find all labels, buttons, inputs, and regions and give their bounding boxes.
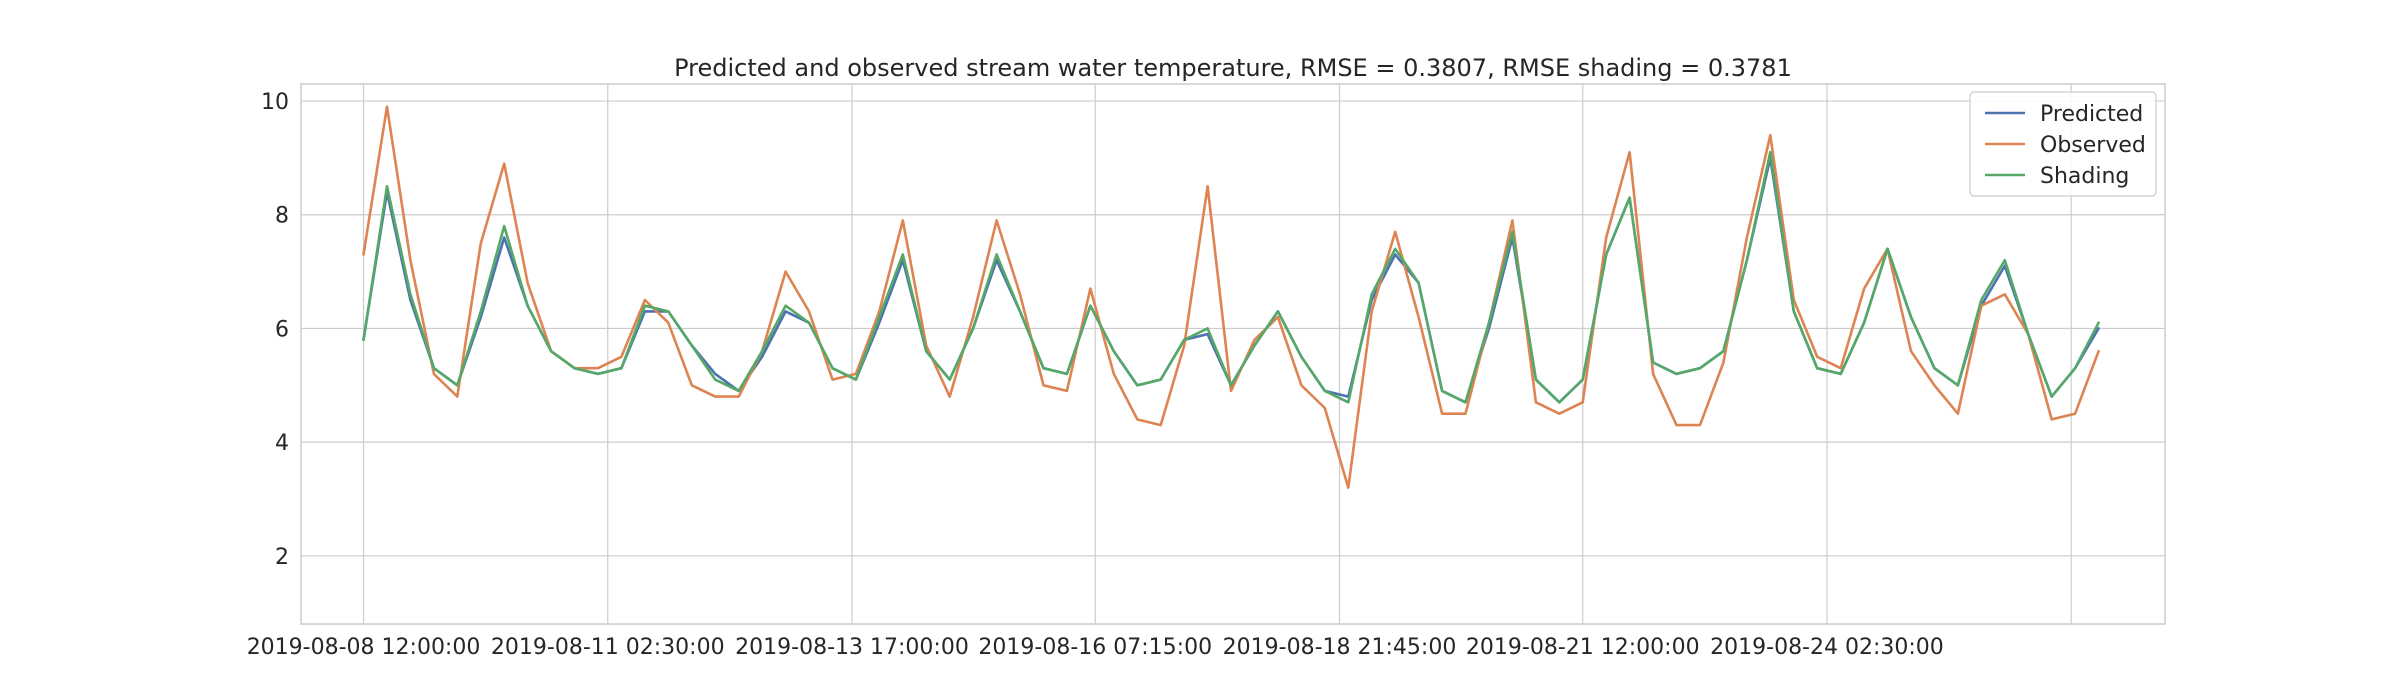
series-layer [362, 105, 2100, 489]
y-axis-ticks: 2 4 6 8 10 [261, 90, 289, 570]
x-tick-label: 2019-08-08 12:00:00 [247, 635, 481, 660]
chart-title: Predicted and observed stream water temp… [674, 54, 1792, 82]
legend-label: Observed [2040, 133, 2146, 158]
legend: Predicted Observed Shading [1969, 91, 2157, 197]
x-axis-ticks: 2019-08-08 12:00:00 2019-08-11 02:30:00 20… [247, 635, 1944, 660]
series-line-shading [362, 150, 2100, 404]
plot-area [300, 83, 2166, 625]
grid-lines [301, 84, 2165, 624]
x-tick-label: 2019-08-13 17:00:00 [735, 635, 969, 660]
x-tick-label: 2019-08-21 12:00:00 [1466, 635, 1700, 660]
legend-label: Predicted [2040, 102, 2143, 127]
x-tick-label: 2019-08-18 21:45:00 [1223, 635, 1457, 660]
y-tick-label: 10 [261, 90, 289, 115]
y-tick-label: 6 [275, 317, 289, 342]
legend-items: Predicted Observed Shading [1985, 102, 2146, 189]
x-tick-label: 2019-08-16 07:15:00 [978, 635, 1212, 660]
x-tick-label: 2019-08-24 02:30:00 [1710, 635, 1944, 660]
legend-label: Shading [2040, 164, 2129, 189]
y-tick-label: 4 [275, 431, 289, 456]
y-tick-label: 2 [275, 545, 289, 570]
y-tick-label: 8 [275, 204, 289, 229]
x-tick-label: 2019-08-11 02:30:00 [491, 635, 725, 660]
legend-box [1969, 91, 2157, 197]
